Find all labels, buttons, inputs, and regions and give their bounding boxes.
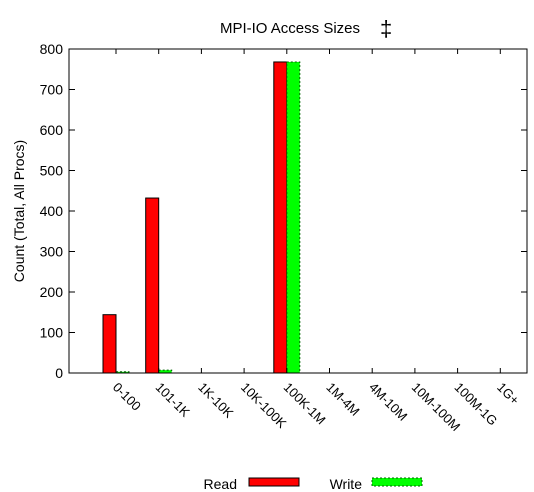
x-tick-label: 101-1K bbox=[153, 380, 193, 420]
legend-label-read: Read bbox=[204, 476, 237, 492]
bar-write-100K-1M bbox=[286, 61, 301, 374]
legend-label-write: Write bbox=[330, 476, 363, 492]
legend: Read Write bbox=[204, 476, 423, 492]
x-tick-label: 4M-10M bbox=[366, 380, 410, 424]
y-tick-label: 800 bbox=[40, 41, 64, 57]
title-double-dagger-symbol: ‡ bbox=[380, 16, 392, 41]
bar-read-101-1K bbox=[145, 197, 160, 374]
chart-title: MPI-IO Access Sizes bbox=[220, 20, 360, 37]
y-tick-label: 0 bbox=[55, 365, 63, 381]
x-tick-label: 1M-4M bbox=[323, 380, 362, 419]
y-axis-label: Count (Total, All Procs) bbox=[11, 140, 27, 282]
bar-read-100K-1M bbox=[273, 61, 288, 374]
y-tick-label: 700 bbox=[40, 82, 64, 98]
y-tick-label: 200 bbox=[40, 284, 64, 300]
x-tick-label: 10K-100K bbox=[238, 380, 290, 432]
y-tick-label: 400 bbox=[40, 203, 64, 219]
y-tick-label: 300 bbox=[40, 244, 64, 260]
legend-swatch-write bbox=[371, 477, 423, 487]
y-tick-label: 100 bbox=[40, 325, 64, 341]
x-tick-label: 0-100 bbox=[110, 380, 144, 414]
x-tick-label: 1G+ bbox=[494, 380, 522, 408]
y-tick-label: 500 bbox=[40, 163, 64, 179]
bar-write-101-1K bbox=[158, 369, 173, 374]
x-tick-label: 1K-10K bbox=[195, 380, 237, 422]
bar-read-0-100 bbox=[102, 314, 117, 374]
y-tick-label: 600 bbox=[40, 122, 64, 138]
legend-swatch-read bbox=[248, 477, 300, 487]
bars-layer bbox=[102, 61, 301, 374]
